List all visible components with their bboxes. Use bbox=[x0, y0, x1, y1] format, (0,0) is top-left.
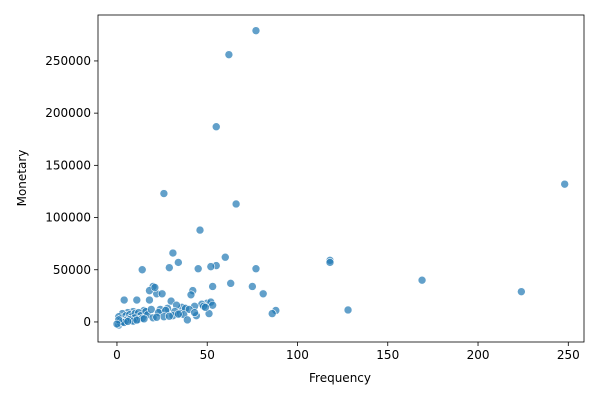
x-tick-label: 150 bbox=[376, 348, 399, 362]
y-axis-label: Monetary bbox=[15, 150, 29, 207]
y-tick-label: 50000 bbox=[53, 263, 91, 277]
x-tick-label: 0 bbox=[113, 348, 121, 362]
x-tick-label: 50 bbox=[200, 348, 215, 362]
y-tick-label: 150000 bbox=[45, 158, 91, 172]
point bbox=[560, 179, 569, 189]
point bbox=[174, 309, 183, 319]
point bbox=[186, 290, 196, 300]
point bbox=[343, 305, 353, 315]
point bbox=[123, 317, 133, 326]
point bbox=[226, 279, 235, 288]
point bbox=[201, 303, 210, 312]
y-tick-label: 250000 bbox=[45, 54, 91, 68]
point bbox=[193, 264, 203, 274]
point bbox=[251, 264, 261, 274]
point bbox=[208, 282, 217, 291]
point bbox=[206, 262, 216, 271]
point bbox=[190, 308, 199, 317]
point bbox=[224, 50, 234, 59]
point bbox=[211, 122, 221, 132]
point bbox=[146, 305, 156, 314]
point bbox=[150, 283, 160, 292]
plot-frame bbox=[97, 14, 585, 343]
y-tick-label: 0 bbox=[83, 315, 91, 329]
y-tick-label: 200000 bbox=[45, 106, 91, 120]
point bbox=[132, 315, 142, 325]
point bbox=[165, 311, 174, 321]
point bbox=[132, 295, 142, 305]
point bbox=[137, 265, 147, 275]
point bbox=[417, 275, 427, 285]
point bbox=[112, 319, 122, 329]
x-tick-label: 200 bbox=[467, 348, 490, 362]
point bbox=[208, 300, 217, 310]
point bbox=[251, 26, 261, 35]
point bbox=[159, 189, 169, 198]
point bbox=[119, 295, 129, 305]
point bbox=[258, 289, 268, 299]
point bbox=[267, 309, 277, 318]
point bbox=[165, 263, 174, 272]
point bbox=[517, 287, 526, 296]
point bbox=[168, 248, 178, 258]
point bbox=[174, 258, 183, 267]
point bbox=[231, 199, 241, 209]
x-axis-label: Frequency bbox=[309, 371, 371, 385]
point bbox=[157, 289, 167, 299]
point bbox=[152, 312, 161, 322]
point bbox=[145, 295, 154, 305]
x-tick-label: 100 bbox=[286, 348, 309, 362]
y-tick-label: 100000 bbox=[45, 211, 91, 225]
point bbox=[195, 225, 205, 235]
x-tick-label: 250 bbox=[557, 348, 580, 362]
point bbox=[325, 258, 335, 267]
point bbox=[183, 315, 192, 325]
point bbox=[248, 282, 257, 291]
point bbox=[139, 314, 149, 324]
point bbox=[220, 252, 230, 262]
